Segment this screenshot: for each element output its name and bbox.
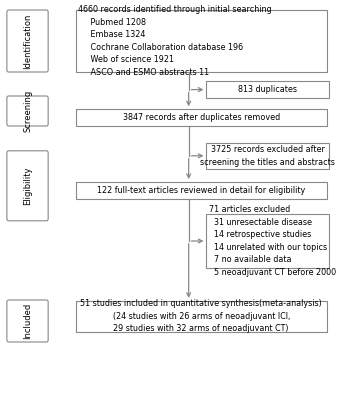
FancyBboxPatch shape [206,81,329,98]
Text: Eligibility: Eligibility [23,166,32,205]
FancyBboxPatch shape [76,10,327,72]
Text: Included: Included [23,303,32,339]
FancyBboxPatch shape [7,10,48,72]
FancyBboxPatch shape [7,96,48,126]
FancyBboxPatch shape [76,109,327,126]
Text: 122 full-text articles reviewed in detail for eligibility: 122 full-text articles reviewed in detai… [97,186,305,195]
FancyBboxPatch shape [7,151,48,221]
Text: Screening: Screening [23,90,32,132]
FancyBboxPatch shape [76,182,327,199]
FancyBboxPatch shape [7,300,48,342]
FancyBboxPatch shape [206,214,329,268]
FancyBboxPatch shape [206,143,329,169]
Text: Identification: Identification [23,13,32,69]
Text: 3725 records excluded after
screening the titles and abstracts: 3725 records excluded after screening th… [200,145,335,166]
Text: 4660 records identified through initial searching
     Pubmed 1208
     Embase 1: 4660 records identified through initial … [78,5,272,77]
Text: 813 duplicates: 813 duplicates [238,85,297,94]
Text: 71 articles excluded
  31 unresectable disease
  14 retrospective studies
  14 u: 71 articles excluded 31 unresectable dis… [209,205,336,277]
FancyBboxPatch shape [76,301,327,332]
Text: 3847 records after duplicates removed: 3847 records after duplicates removed [122,113,280,122]
Text: 51 studies included in quantitative synthesis(meta-analysis)
(24 studies with 26: 51 studies included in quantitative synt… [80,299,322,333]
